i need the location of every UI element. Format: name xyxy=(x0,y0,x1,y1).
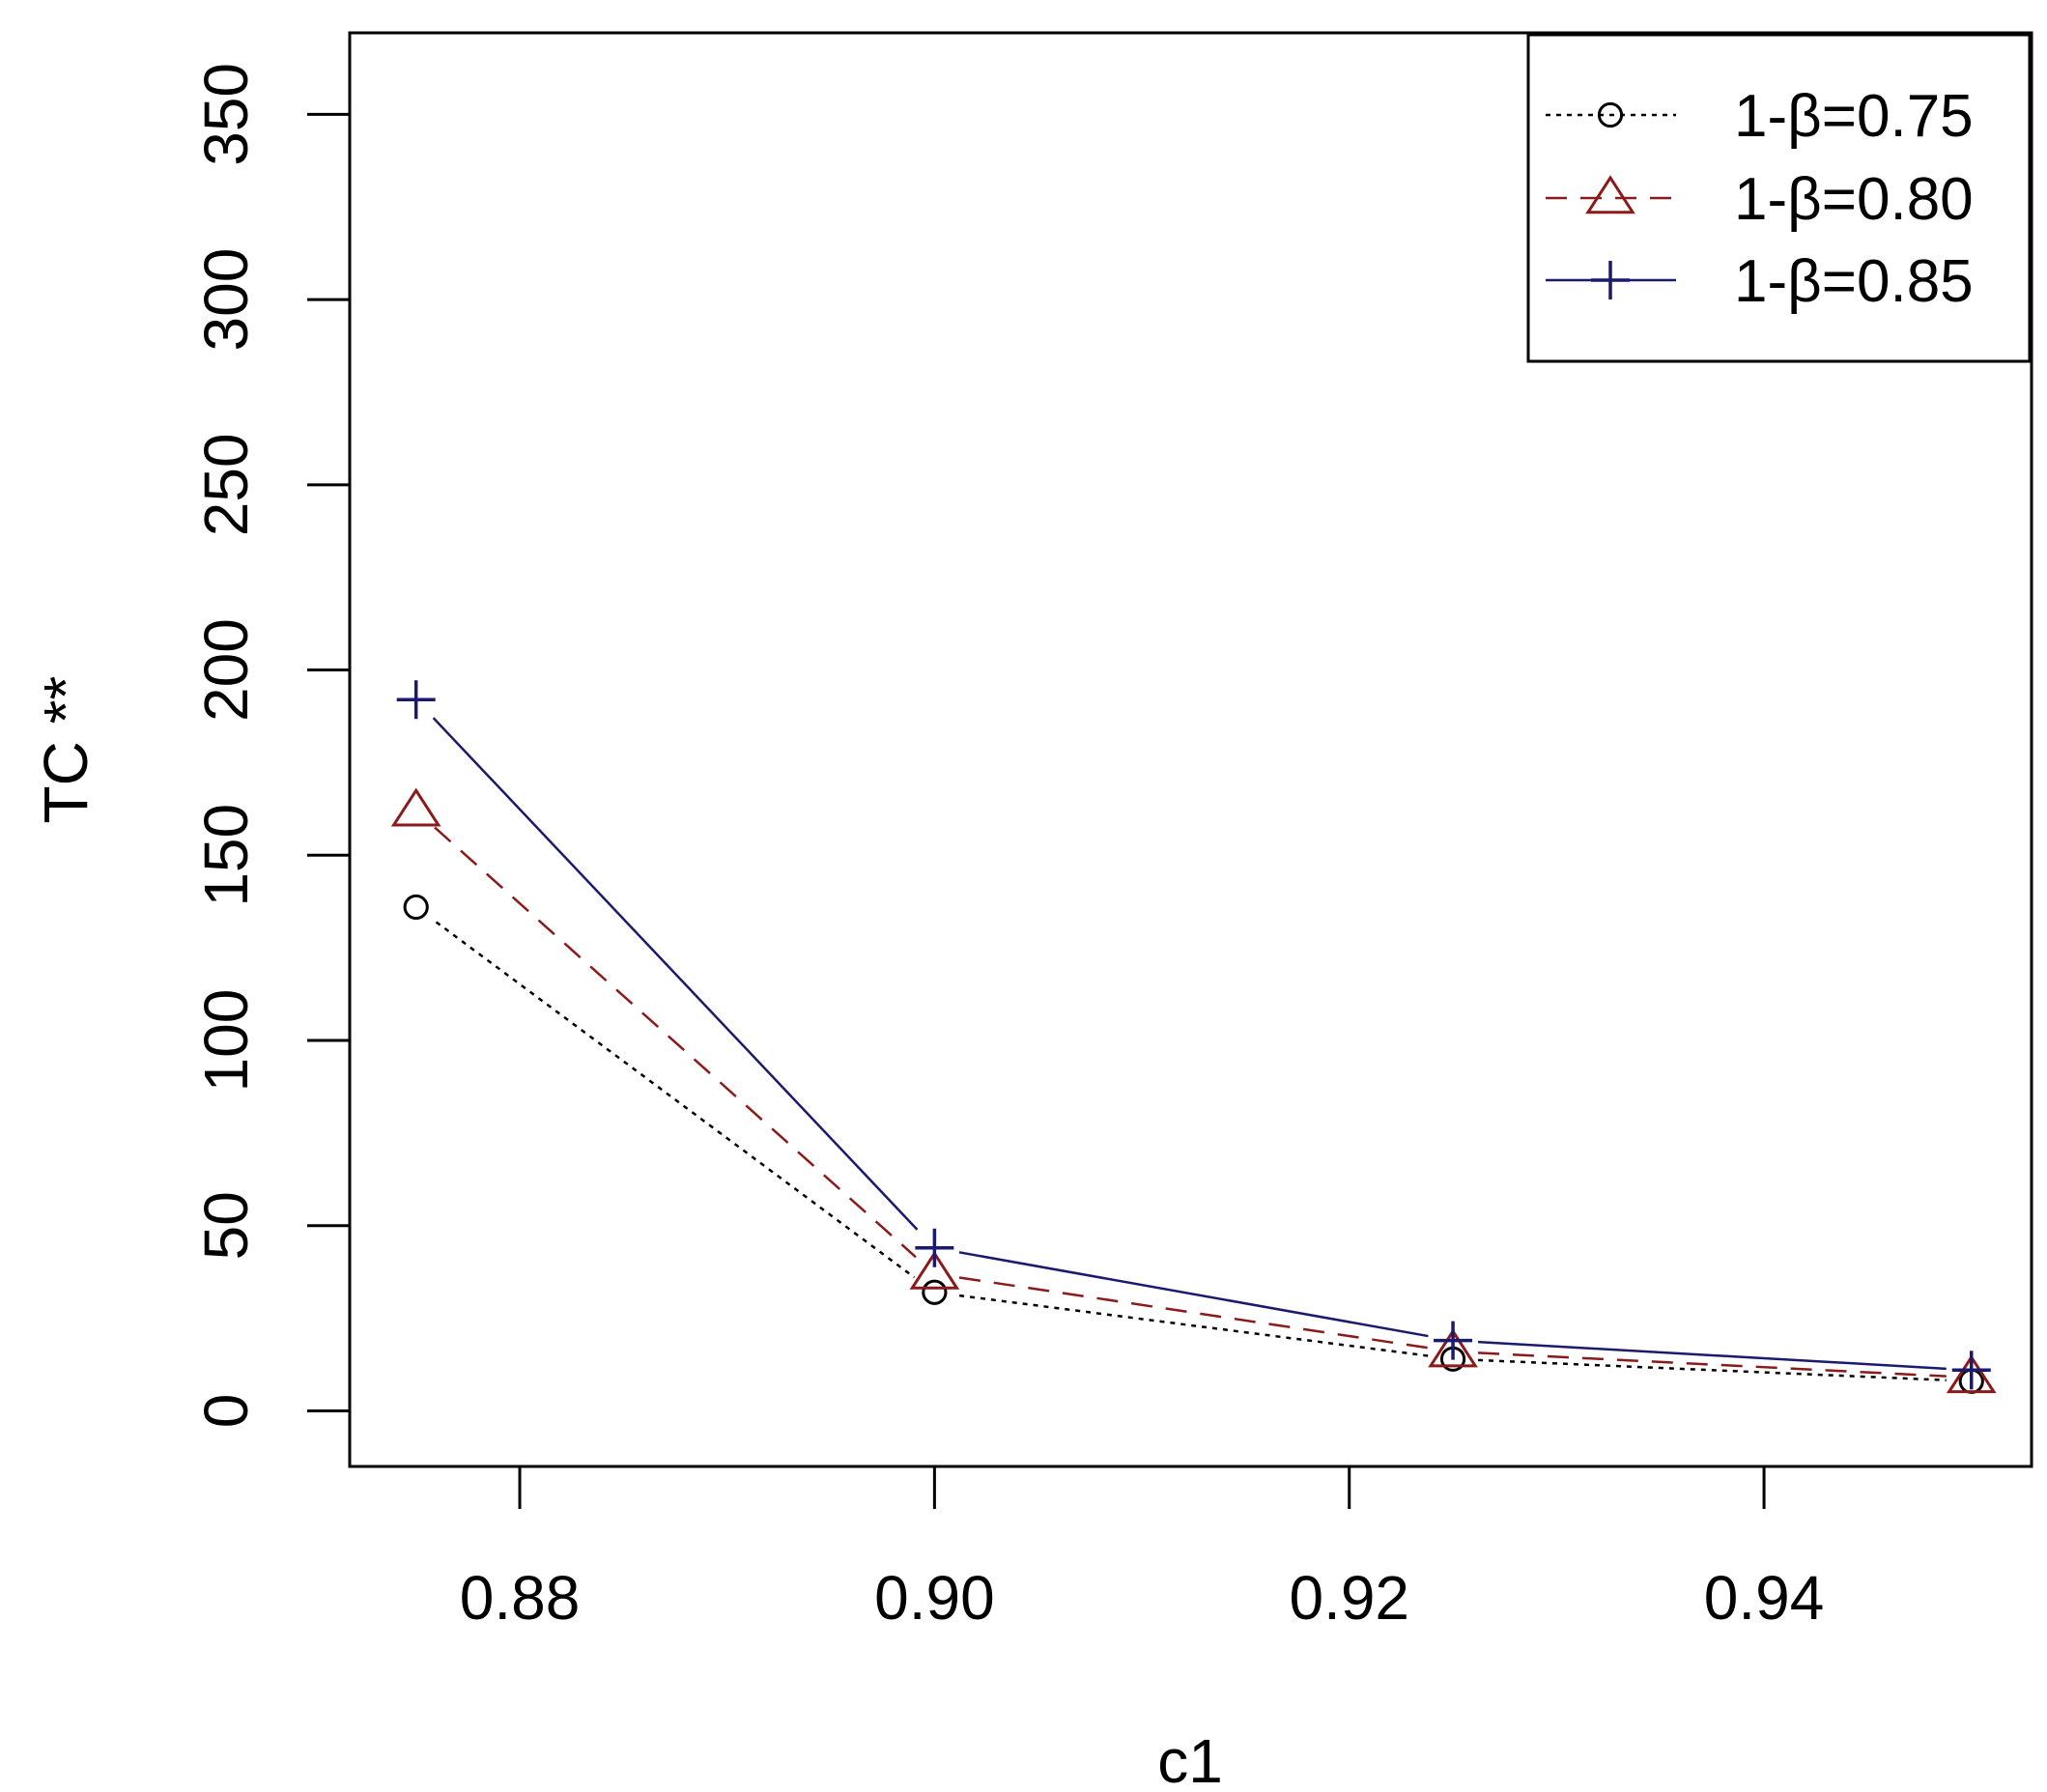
y-tick-label: 300 xyxy=(191,248,261,352)
legend-box xyxy=(1526,33,2032,363)
data-point-marker xyxy=(1951,1351,1991,1390)
series-line-segment xyxy=(1477,1358,1947,1381)
data-point-marker xyxy=(396,680,436,720)
series-line-segment xyxy=(432,717,919,1231)
series-layer xyxy=(390,680,1997,1394)
legend-marker xyxy=(1585,175,1635,214)
series-2 xyxy=(390,787,1997,1394)
y-tick-label: 250 xyxy=(191,433,261,536)
x-tick-label: 0.92 xyxy=(1289,1563,1409,1633)
legend-label: 1-β=0.85 xyxy=(1734,248,1974,315)
y-tick-label: 50 xyxy=(191,1191,261,1260)
data-point-marker xyxy=(403,894,429,921)
y-tick-label: 100 xyxy=(191,989,261,1093)
series-line-segment xyxy=(434,826,917,1259)
y-axis: 0 50 100 150 200 250 300 350 xyxy=(191,63,352,1429)
legend-label: 1-β=0.75 xyxy=(1734,83,1974,150)
legend-label: 1-β=0.80 xyxy=(1734,166,1974,233)
data-point-marker xyxy=(915,1228,954,1267)
series-1 xyxy=(403,894,1984,1394)
legend: 1-β=0.75 1-β=0.80 1-β=0.85 xyxy=(1526,33,2032,363)
series-line-segment xyxy=(958,1251,1429,1338)
y-tick-label: 350 xyxy=(191,63,261,166)
series-line-segment xyxy=(958,1276,1429,1350)
series-line-segment xyxy=(1477,1351,1947,1378)
x-axis: 0.88 0.90 0.92 0.94 xyxy=(460,1465,1825,1633)
legend-entry: 1-β=0.80 xyxy=(1546,166,1974,233)
legend-marker xyxy=(1591,261,1630,299)
y-tick-label: 200 xyxy=(191,618,261,722)
series-line-segment xyxy=(959,1294,1429,1357)
x-tick-label: 0.94 xyxy=(1704,1563,1825,1633)
data-point-marker xyxy=(922,1279,948,1305)
y-axis-title: TC ** xyxy=(31,676,100,824)
y-tick-label: 150 xyxy=(191,804,261,907)
legend-entry: 1-β=0.85 xyxy=(1546,248,1974,315)
series-3 xyxy=(396,680,1991,1390)
legend-marker xyxy=(1597,101,1624,128)
data-point-marker xyxy=(1434,1321,1473,1360)
x-tick-label: 0.88 xyxy=(460,1563,581,1633)
data-point-marker xyxy=(1946,1354,1997,1394)
x-tick-label: 0.90 xyxy=(874,1563,995,1633)
y-tick-label: 0 xyxy=(191,1394,261,1429)
data-point-marker xyxy=(1428,1328,1478,1368)
data-point-marker xyxy=(909,1250,960,1290)
data-point-marker xyxy=(390,787,441,827)
series-line-segment xyxy=(1477,1340,1947,1371)
legend-entry: 1-β=0.75 xyxy=(1546,83,1974,150)
series-line-segment xyxy=(435,921,916,1279)
x-axis-title: c1 xyxy=(1157,1726,1223,1787)
